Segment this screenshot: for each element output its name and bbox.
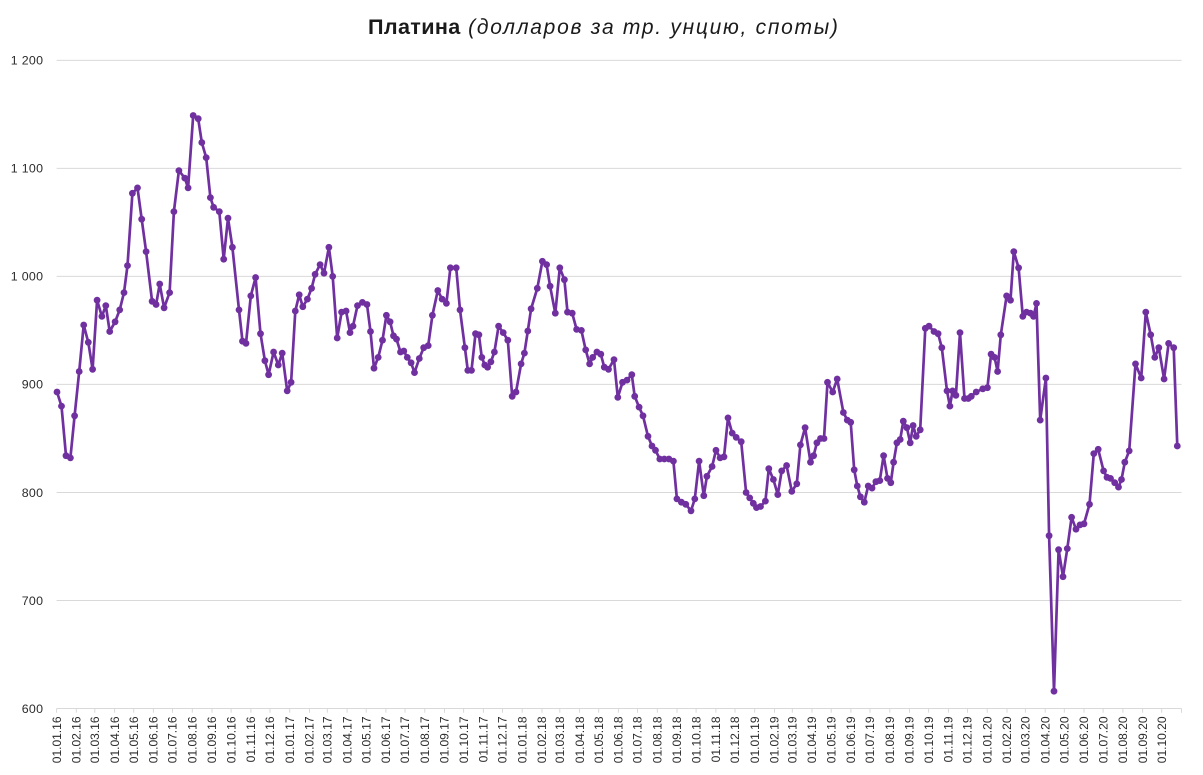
svg-text:600: 600 [22, 702, 44, 716]
svg-text:01.01.20: 01.01.20 [980, 716, 994, 763]
svg-text:01.08.18: 01.08.18 [651, 716, 665, 763]
svg-text:01.11.19: 01.11.19 [942, 716, 956, 762]
svg-text:1 100: 1 100 [11, 162, 44, 176]
svg-text:01.08.16: 01.08.16 [186, 716, 200, 763]
svg-text:01.10.19: 01.10.19 [922, 716, 936, 763]
svg-text:01.03.17: 01.03.17 [321, 716, 335, 763]
svg-text:01.05.17: 01.05.17 [359, 716, 373, 763]
svg-text:01.08.20: 01.08.20 [1116, 716, 1130, 763]
svg-text:01.11.17: 01.11.17 [477, 716, 491, 762]
svg-text:800: 800 [22, 486, 44, 500]
svg-text:01.01.19: 01.01.19 [748, 716, 762, 763]
svg-text:01.04.17: 01.04.17 [340, 716, 354, 763]
svg-text:01.04.16: 01.04.16 [108, 716, 122, 763]
svg-text:01.09.18: 01.09.18 [670, 716, 684, 763]
svg-text:01.09.16: 01.09.16 [205, 716, 219, 763]
svg-text:01.03.16: 01.03.16 [88, 716, 102, 763]
svg-text:01.04.19: 01.04.19 [805, 716, 819, 763]
svg-text:01.04.18: 01.04.18 [573, 716, 587, 763]
svg-text:01.05.18: 01.05.18 [592, 716, 606, 763]
svg-text:01.11.16: 01.11.16 [244, 716, 258, 762]
svg-text:01.10.18: 01.10.18 [689, 716, 703, 763]
svg-text:01.06.18: 01.06.18 [612, 716, 626, 763]
svg-text:01.01.16: 01.01.16 [50, 716, 64, 763]
svg-text:01.05.16: 01.05.16 [127, 716, 141, 763]
svg-text:01.09.19: 01.09.19 [903, 716, 917, 763]
svg-text:01.12.18: 01.12.18 [728, 716, 742, 763]
svg-text:01.03.20: 01.03.20 [1019, 716, 1033, 763]
svg-text:01.01.17: 01.01.17 [283, 716, 297, 763]
svg-text:1 000: 1 000 [11, 270, 44, 284]
svg-text:01.02.20: 01.02.20 [1000, 716, 1014, 763]
svg-text:01.02.18: 01.02.18 [535, 716, 549, 763]
svg-text:01.01.18: 01.01.18 [515, 716, 529, 763]
svg-text:01.11.18: 01.11.18 [709, 716, 723, 762]
svg-text:1 200: 1 200 [11, 54, 44, 68]
svg-text:01.09.20: 01.09.20 [1136, 716, 1150, 763]
svg-text:01.12.17: 01.12.17 [496, 716, 510, 763]
svg-text:01.07.18: 01.07.18 [631, 716, 645, 763]
svg-text:01.07.19: 01.07.19 [863, 716, 877, 763]
svg-text:01.06.20: 01.06.20 [1077, 716, 1091, 763]
svg-text:900: 900 [22, 378, 44, 392]
svg-text:Платина (долларов за тр. унцию: Платина (долларов за тр. унцию, споты) [368, 14, 840, 39]
svg-text:01.07.16: 01.07.16 [166, 716, 180, 763]
svg-text:01.10.20: 01.10.20 [1155, 716, 1169, 763]
svg-text:700: 700 [22, 594, 44, 608]
svg-text:01.12.16: 01.12.16 [263, 716, 277, 763]
svg-text:01.03.19: 01.03.19 [786, 716, 800, 763]
svg-text:01.06.19: 01.06.19 [844, 716, 858, 763]
svg-text:01.05.20: 01.05.20 [1058, 716, 1072, 763]
svg-text:01.04.20: 01.04.20 [1038, 716, 1052, 763]
svg-text:01.07.17: 01.07.17 [398, 716, 412, 763]
svg-text:01.02.19: 01.02.19 [768, 716, 782, 763]
svg-text:01.07.20: 01.07.20 [1096, 716, 1110, 763]
svg-text:01.05.19: 01.05.19 [824, 716, 838, 763]
svg-text:01.06.16: 01.06.16 [147, 716, 161, 763]
svg-text:01.02.17: 01.02.17 [303, 716, 317, 763]
svg-text:01.02.16: 01.02.16 [70, 716, 84, 763]
svg-text:01.12.19: 01.12.19 [961, 716, 975, 763]
svg-text:01.10.16: 01.10.16 [224, 716, 238, 763]
svg-text:01.06.17: 01.06.17 [379, 716, 393, 763]
svg-text:01.08.19: 01.08.19 [883, 716, 897, 763]
svg-text:01.03.18: 01.03.18 [553, 716, 567, 763]
svg-text:01.10.17: 01.10.17 [457, 716, 471, 763]
svg-text:01.09.17: 01.09.17 [438, 716, 452, 763]
svg-text:01.08.17: 01.08.17 [418, 716, 432, 763]
